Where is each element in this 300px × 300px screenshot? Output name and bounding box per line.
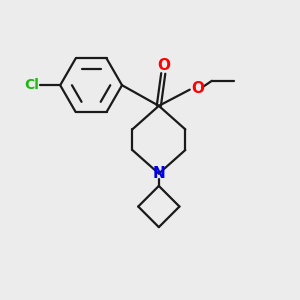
Text: O: O [157, 58, 170, 73]
Text: Cl: Cl [24, 78, 39, 92]
Text: N: N [152, 166, 165, 181]
Text: O: O [191, 81, 205, 96]
